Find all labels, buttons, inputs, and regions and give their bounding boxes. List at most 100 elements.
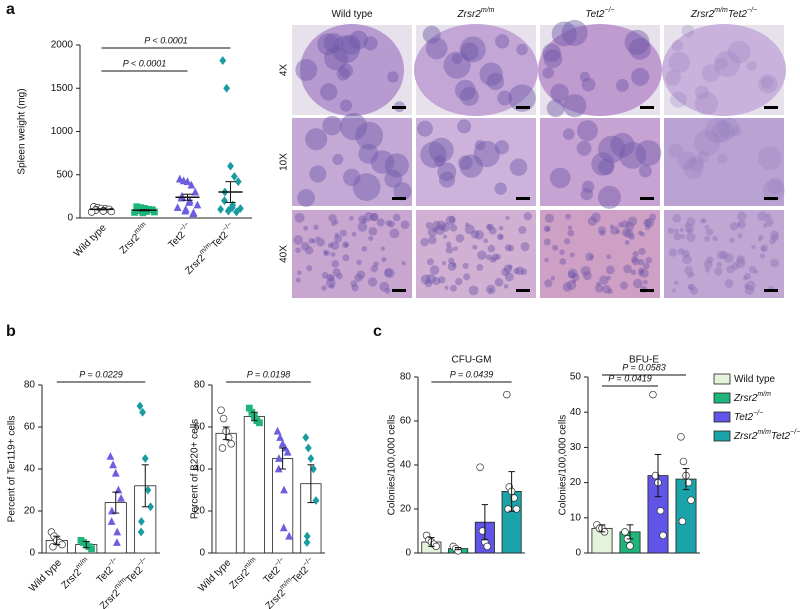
tissue-feature xyxy=(496,233,504,241)
tissue-feature xyxy=(370,150,395,174)
p-value: P = 0.0229 xyxy=(79,369,122,379)
tissue-feature xyxy=(486,224,492,230)
column-header: Zrsr2m/mTet2−/− xyxy=(690,7,757,19)
tissue-feature xyxy=(686,228,692,233)
tissue-feature xyxy=(684,222,690,228)
tissue-feature xyxy=(370,265,378,273)
tissue-feature xyxy=(694,85,710,100)
tissue-feature xyxy=(351,231,357,237)
tissue-feature xyxy=(688,155,704,172)
tissue-feature xyxy=(649,213,657,221)
tissue-feature xyxy=(559,258,567,265)
tissue-feature xyxy=(644,218,655,228)
tissue-feature xyxy=(333,219,339,225)
tissue-feature xyxy=(342,241,350,249)
tissue-feature xyxy=(615,79,629,92)
tissue-feature xyxy=(454,79,476,101)
data-point xyxy=(189,209,197,218)
tissue-feature xyxy=(297,188,316,207)
x-tick-label: Zrsr2m/m xyxy=(117,221,152,256)
tissue-feature xyxy=(507,244,515,252)
y-axis-label: Colonies/100,000 cells xyxy=(387,415,398,516)
tissue-feature xyxy=(495,253,501,260)
data-point xyxy=(138,517,145,526)
data-point xyxy=(187,180,196,189)
tissue-feature xyxy=(615,229,621,234)
tissue-feature xyxy=(426,273,436,284)
tissue-feature xyxy=(628,233,635,240)
tissue-feature xyxy=(344,242,349,248)
tissue-feature xyxy=(703,259,713,269)
tissue-feature xyxy=(327,242,334,249)
tissue-feature xyxy=(744,285,755,296)
tissue-feature xyxy=(673,228,679,234)
data-point xyxy=(228,203,236,213)
tissue-feature xyxy=(330,241,340,250)
x-tick-label: Zrsr2m/mTet2−/− xyxy=(97,556,152,609)
error-bar xyxy=(225,181,236,203)
tissue-feature xyxy=(770,230,780,240)
data-point xyxy=(245,404,253,412)
data-point xyxy=(191,187,200,196)
tissue-feature xyxy=(637,258,645,266)
tissue-feature xyxy=(682,249,690,258)
data-point xyxy=(221,196,228,206)
data-point xyxy=(142,208,150,215)
tissue-feature xyxy=(757,211,768,222)
tissue-feature xyxy=(610,132,635,158)
tissue-feature xyxy=(313,224,319,231)
tissue-feature xyxy=(635,140,662,167)
tissue-feature xyxy=(544,213,554,223)
micrograph-bg xyxy=(416,210,536,298)
tissue-feature xyxy=(356,259,362,266)
y-axis-label: Percent of B220+ cells xyxy=(190,419,201,519)
tissue-feature xyxy=(686,232,696,243)
tissue-feature xyxy=(580,265,591,276)
data-point xyxy=(217,204,225,214)
tissue-feature xyxy=(673,232,682,241)
tissue-feature xyxy=(694,91,719,116)
y-tick-label: 0 xyxy=(67,213,73,224)
tissue-feature xyxy=(424,279,433,288)
tissue-feature xyxy=(761,246,766,252)
tissue-feature xyxy=(562,282,573,292)
legend-swatch xyxy=(713,373,731,385)
tissue-feature xyxy=(513,267,520,275)
tissue-feature xyxy=(339,99,353,112)
tissue-feature xyxy=(743,275,748,281)
y-tick-label: 20 xyxy=(570,477,582,488)
tissue-feature xyxy=(642,262,650,270)
legend-label: Zrsr2m/mTet2−/− xyxy=(733,429,800,441)
tissue-feature xyxy=(681,254,692,265)
tissue-feature xyxy=(342,254,350,262)
tissue-feature xyxy=(581,77,596,92)
micrograph-bg xyxy=(664,210,784,298)
data-point xyxy=(183,177,192,186)
tissue-feature xyxy=(631,257,640,266)
tissue-feature xyxy=(444,285,449,290)
tissue-feature xyxy=(349,215,354,221)
tissue-feature xyxy=(447,262,457,271)
scale-bar xyxy=(764,197,778,200)
micrograph xyxy=(416,118,536,206)
error-bar xyxy=(626,524,634,540)
tissue-feature xyxy=(672,214,681,223)
y-tick-label: 40 xyxy=(24,464,36,475)
y-tick-label: 1000 xyxy=(51,126,74,137)
scale-bar xyxy=(392,106,406,109)
tissue-feature xyxy=(705,268,710,273)
data-point xyxy=(684,478,693,487)
tissue-feature xyxy=(628,37,651,60)
tissue-feature xyxy=(630,269,637,275)
tissue-feature xyxy=(445,241,452,247)
tissue-feature xyxy=(746,61,757,72)
x-tick-label: Wild type xyxy=(27,557,64,594)
data-point xyxy=(649,390,657,399)
tissue-feature xyxy=(724,279,734,288)
legend-label: Tet2−/− xyxy=(734,410,763,422)
tissue-feature xyxy=(349,30,368,50)
tissue-feature xyxy=(668,143,683,158)
tissue-feature xyxy=(309,165,327,183)
tissue-feature xyxy=(687,273,692,279)
tissue-feature xyxy=(680,233,686,240)
